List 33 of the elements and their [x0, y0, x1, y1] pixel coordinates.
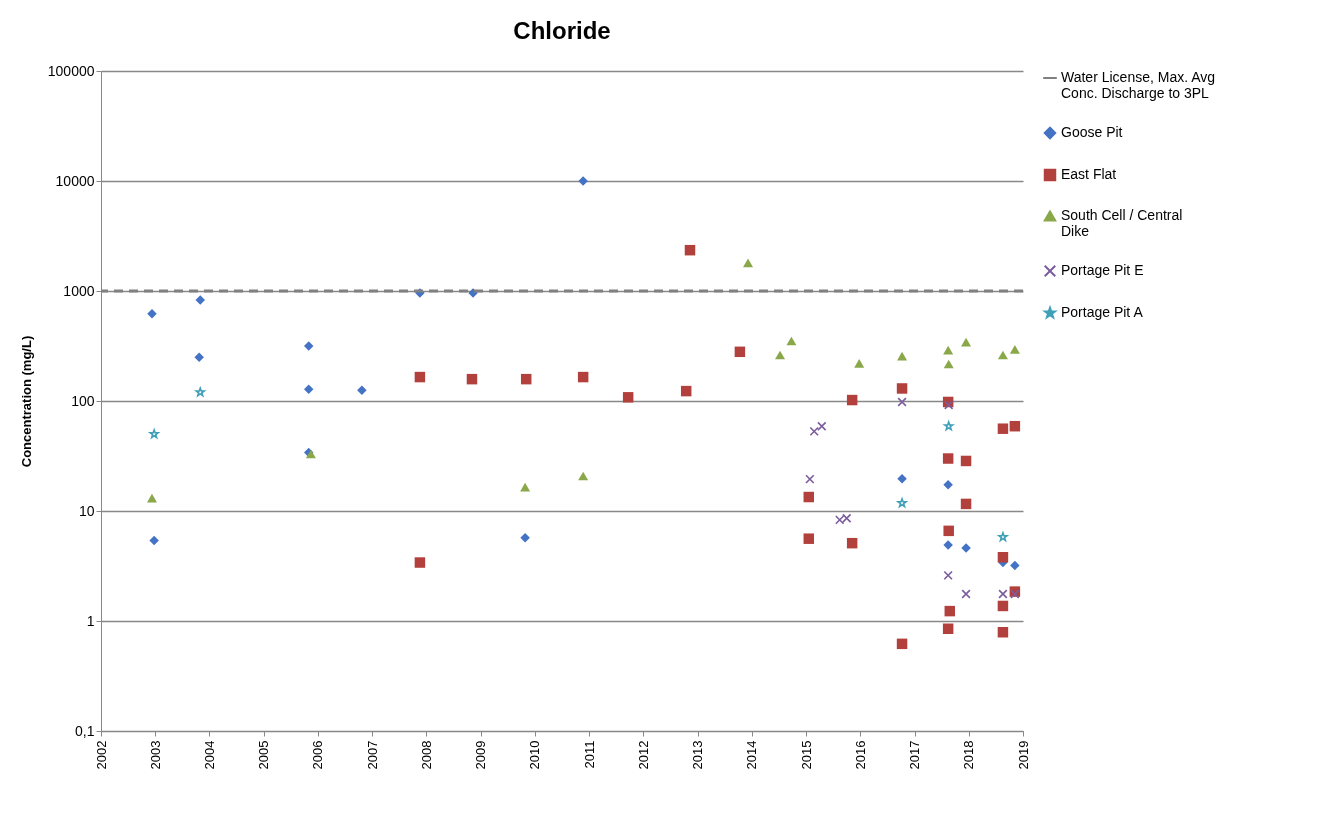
- x-tick-label: 2009: [473, 740, 489, 770]
- legend-label: Portage Pit A: [1061, 304, 1144, 320]
- y-tick-label: 0,1: [75, 722, 95, 739]
- x-tick-label: 2004: [201, 740, 217, 770]
- x-tick-label: 2019: [1015, 740, 1031, 770]
- x-tick-label: 2012: [635, 740, 651, 770]
- y-tick-label: 10000: [55, 172, 95, 189]
- x-tick-label: 2011: [581, 740, 597, 769]
- y-tick-label: 100: [71, 392, 95, 409]
- x-tick-label: 2003: [147, 740, 163, 770]
- x-tick-label: 2015: [798, 740, 814, 770]
- x-tick-label: 2002: [93, 740, 109, 770]
- chart-title: Chloride: [513, 17, 611, 44]
- legend-label: South Cell / Central Dike: [1061, 207, 1183, 239]
- y-tick-label: 1: [86, 612, 95, 629]
- x-tick-label: 2013: [690, 740, 706, 770]
- x-tick-label: 2017: [907, 740, 923, 770]
- y-tick-label: 100000: [47, 62, 95, 79]
- x-tick-label: 2016: [852, 740, 868, 770]
- legend-label: Portage Pit E: [1061, 262, 1144, 278]
- legend-label: Water License, Max. Avg Conc. Discharge to 3PL: [1061, 69, 1216, 101]
- y-tick-label: 1000: [63, 282, 95, 299]
- y-tick-label: 10: [78, 502, 95, 519]
- x-tick-label: 2018: [961, 740, 977, 770]
- x-tick-label: 2010: [527, 740, 543, 770]
- x-tick-label: 2008: [418, 740, 434, 770]
- legend-label: Goose Pit: [1061, 124, 1123, 140]
- x-tick-label: 2006: [310, 740, 326, 770]
- x-tick-label: 2005: [256, 740, 272, 770]
- x-tick-label: 2014: [744, 740, 760, 770]
- legend-label: East Flat: [1061, 166, 1117, 182]
- x-tick-label: 2007: [364, 740, 380, 770]
- y-axis-title: Concentration (mg/L): [18, 335, 34, 468]
